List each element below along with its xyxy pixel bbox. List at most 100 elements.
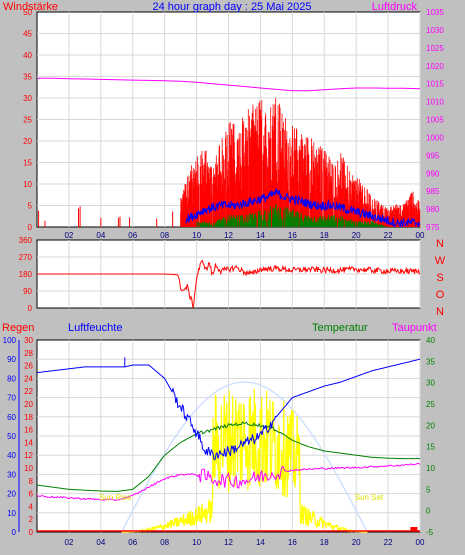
pressure-ytick-label: 980 <box>426 205 440 214</box>
compass-label-w: W <box>435 255 446 267</box>
climate-panel: Sun Rise Sun Set <box>36 339 421 533</box>
pressure-ytick-label: 1005 <box>426 116 444 125</box>
solar-line <box>121 389 368 533</box>
rain-ytick-label: 8 <box>29 477 34 486</box>
humidity-ytick-label: 30 <box>7 470 16 479</box>
pressure-ytick-label: 990 <box>426 169 440 178</box>
pressure-ytick-label: 1020 <box>426 62 444 71</box>
temperature-axis-title: Temperatur <box>312 322 368 334</box>
wind-xtick-label: 18 <box>320 231 329 240</box>
rain-ytick-label: 22 <box>24 387 33 396</box>
wind-ytick-label: 15 <box>23 159 32 168</box>
rain-ytick-label: 26 <box>24 362 33 371</box>
pressure-line <box>37 77 421 92</box>
direction-grid <box>37 240 421 308</box>
wind-xtick-label: 16 <box>288 231 297 240</box>
climate-xtick-label: 08 <box>160 538 169 547</box>
direction-line <box>37 259 420 309</box>
wind-xtick-label: 22 <box>384 231 393 240</box>
rain-ytick-label: 16 <box>24 426 33 435</box>
temperature-ytick-label: 0 <box>426 507 431 516</box>
solar-envelope-line <box>120 381 368 533</box>
temperature-ytick-label: 20 <box>426 421 435 430</box>
humidity-ytick-label: 70 <box>7 394 16 403</box>
climate-xtick-label: 02 <box>64 538 73 547</box>
humidity-ytick-label: 0 <box>12 528 17 537</box>
wind-mid-line <box>185 188 421 228</box>
climate-xtick-label: 00 <box>416 538 425 547</box>
pressure-ytick-label: 995 <box>426 151 440 160</box>
wind-xtick-label: 04 <box>96 231 105 240</box>
compass-label-o: O <box>436 289 445 301</box>
humidity-ytick-label: 50 <box>7 432 16 441</box>
sunset-label: Sun Set <box>355 493 384 502</box>
direction-ytick-label: 90 <box>23 287 32 296</box>
temperature-ytick-label: 40 <box>426 336 435 345</box>
temperature-ytick-label: 30 <box>426 379 435 388</box>
compass-label-s: S <box>436 272 443 284</box>
pressure-ytick-label: 1025 <box>426 44 444 53</box>
pressure-ytick-label: 1030 <box>426 26 444 35</box>
wind-xtick-label: 02 <box>64 231 73 240</box>
pressure-axis-title: Luftdruck <box>372 1 418 13</box>
wind-ytick-label: 35 <box>23 73 32 82</box>
rain-bar <box>410 527 418 531</box>
pressure-ytick-label: 985 <box>426 187 440 196</box>
wind-ytick-label: 5 <box>28 202 33 211</box>
wind-xtick-label: 14 <box>256 231 265 240</box>
climate-xtick-label: 06 <box>128 538 137 547</box>
climate-xtick-label: 20 <box>352 538 361 547</box>
wind-ytick-label: 25 <box>23 116 32 125</box>
sunrise-label: Sun Rise <box>99 493 132 502</box>
wind-xtick-label: 08 <box>160 231 169 240</box>
climate-xtick-label: 22 <box>384 538 393 547</box>
rain-ytick-label: 6 <box>29 490 34 499</box>
climate-xtick-label: 12 <box>224 538 233 547</box>
rain-ytick-label: 14 <box>24 438 33 447</box>
dewpoint-line <box>36 462 421 502</box>
humidity-line <box>36 358 421 461</box>
temperature-ytick-label: 15 <box>426 443 435 452</box>
climate-xtick-label: 10 <box>192 538 201 547</box>
axes: 0510152025303540455097598098599099510001… <box>3 8 445 547</box>
climate-xtick-label: 14 <box>256 538 265 547</box>
wind-panel <box>36 11 421 228</box>
wind-ytick-label: 50 <box>23 8 32 17</box>
pressure-ytick-label: 975 <box>426 223 440 232</box>
wind-axis-title: Windstärke <box>3 1 58 13</box>
wind-xtick-label: 06 <box>128 231 137 240</box>
pressure-ytick-label: 1015 <box>426 80 444 89</box>
wind-ytick-label: 0 <box>28 223 33 232</box>
direction-ytick-label: 270 <box>19 253 33 262</box>
chart-title: 24 hour graph day : 25 Mai 2025 <box>152 1 311 13</box>
climate-series: Sun Rise Sun Set <box>36 357 421 533</box>
climate-xtick-label: 04 <box>96 538 105 547</box>
temperature-ytick-label: 5 <box>426 485 431 494</box>
rain-ytick-label: 2 <box>29 515 34 524</box>
rain-ytick-label: 12 <box>24 451 33 460</box>
climate-grid <box>37 340 421 532</box>
temperature-ytick-label: -5 <box>426 528 434 537</box>
wind-xtick-label: 00 <box>416 231 425 240</box>
humidity-ytick-label: 100 <box>3 336 17 345</box>
pressure-ytick-label: 1035 <box>426 8 444 17</box>
temperature-ytick-label: 35 <box>426 357 435 366</box>
direction-ytick-label: 180 <box>19 270 33 279</box>
wind-ytick-label: 30 <box>23 94 32 103</box>
wind-ytick-label: 40 <box>23 51 32 60</box>
compass-label-n-bottom: N <box>436 306 444 318</box>
direction-ytick-label: 0 <box>28 304 33 313</box>
rain-ytick-label: 0 <box>29 528 34 537</box>
direction-series <box>37 259 420 309</box>
rain-ytick-label: 28 <box>24 349 33 358</box>
wind-series <box>37 77 421 228</box>
climate-xtick-label: 16 <box>288 538 297 547</box>
rain-axis-title: Regen <box>2 322 34 334</box>
wind-xtick-label: 10 <box>192 231 201 240</box>
wind-ytick-label: 10 <box>23 180 32 189</box>
rain-ytick-label: 24 <box>24 374 33 383</box>
humidity-ytick-label: 20 <box>7 490 16 499</box>
pressure-ytick-label: 1010 <box>426 98 444 107</box>
climate-xtick-label: 18 <box>320 538 329 547</box>
